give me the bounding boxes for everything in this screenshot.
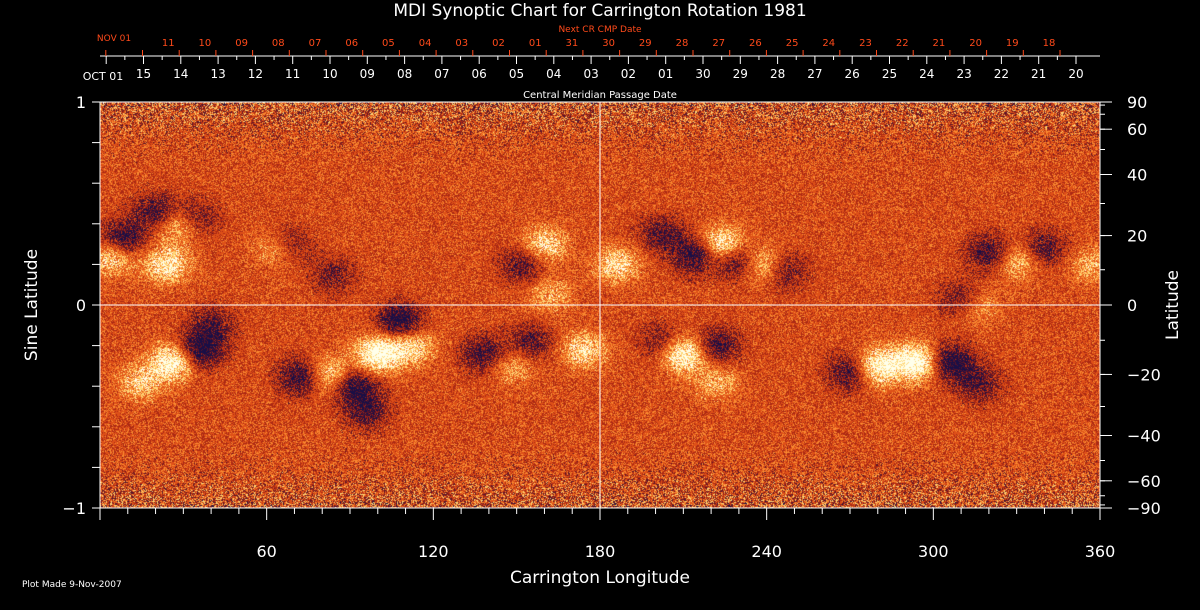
cmp-date-label: 05 — [509, 67, 524, 81]
next-cr-date-label: 08 — [272, 38, 285, 49]
next-cr-date-label: 02 — [492, 38, 505, 49]
y-left-tick-label: 1 — [76, 93, 86, 112]
cmp-date-label: 07 — [434, 67, 449, 81]
x-tick-label: 240 — [751, 542, 782, 561]
x-tick-label: 180 — [585, 542, 616, 561]
y-left-tick-label: −1 — [62, 499, 86, 518]
next-cr-date-label: 03 — [455, 38, 468, 49]
y-axis-label-right: Latitude — [1163, 270, 1183, 340]
cmp-date-label: 22 — [994, 67, 1009, 81]
plot-made-note: Plot Made 9-Nov-2007 — [22, 580, 122, 590]
cmp-date-label: 06 — [472, 67, 487, 81]
cmp-date-label: 30 — [695, 67, 710, 81]
next-cr-date-label: 25 — [786, 38, 799, 49]
x-tick-label: 300 — [918, 542, 949, 561]
next-cr-date-label: 20 — [969, 38, 982, 49]
next-cr-axis-label: Next CR CMP Date — [558, 25, 642, 35]
next-cr-date-label: 01 — [529, 38, 542, 49]
y-right-tick-label: 60 — [1127, 120, 1147, 139]
y-right-tick-label: −40 — [1127, 426, 1161, 445]
cmp-date-label: 24 — [919, 67, 934, 81]
next-cr-date-label: NOV 01 — [97, 34, 131, 44]
next-cr-date-label: 10 — [199, 38, 212, 49]
cmp-date-label: 14 — [173, 67, 188, 81]
cmp-date-label: 15 — [136, 67, 151, 81]
next-cr-date-label: 29 — [639, 38, 652, 49]
y-axis-label-left: Sine Latitude — [22, 249, 42, 361]
cmp-date-label: 29 — [733, 67, 748, 81]
cmp-date-label: 26 — [845, 67, 860, 81]
next-cr-date-label: 04 — [419, 38, 432, 49]
y-right-tick-label: −20 — [1127, 365, 1161, 384]
x-tick-label: 120 — [418, 542, 449, 561]
cmp-date-label: 02 — [621, 67, 636, 81]
next-cr-date-label: 28 — [676, 38, 689, 49]
cmp-date-label: 23 — [956, 67, 971, 81]
cmp-date-label: 08 — [397, 67, 412, 81]
cmp-date-label: 11 — [285, 67, 300, 81]
y-right-tick-label: −60 — [1127, 472, 1161, 491]
next-cr-date-label: 24 — [822, 38, 835, 49]
y-right-tick-label: 40 — [1127, 166, 1147, 185]
cmp-date-label: 28 — [770, 67, 785, 81]
cmp-axis-label: Central Meridian Passage Date — [523, 90, 677, 101]
y-right-tick-label: 90 — [1127, 93, 1147, 112]
next-cr-date-label: 11 — [162, 38, 175, 49]
cmp-date-label: 10 — [322, 67, 337, 81]
next-cr-date-label: 06 — [345, 38, 358, 49]
next-cr-date-label: 30 — [602, 38, 615, 49]
cmp-date-label: 13 — [210, 67, 225, 81]
y-right-tick-label: 0 — [1127, 296, 1137, 315]
next-cr-date-label: 23 — [859, 38, 872, 49]
next-cr-date-label: 07 — [309, 38, 322, 49]
next-cr-date-label: 26 — [749, 38, 762, 49]
cmp-date-label: 21 — [1031, 67, 1046, 81]
next-cr-date-label: 09 — [235, 38, 248, 49]
next-cr-date-label: 27 — [712, 38, 725, 49]
chart-title: MDI Synoptic Chart for Carrington Rotati… — [393, 1, 806, 21]
y-right-tick-label: −90 — [1127, 499, 1161, 518]
x-tick-label: 360 — [1085, 542, 1116, 561]
next-cr-date-label: 05 — [382, 38, 395, 49]
next-cr-date-label: 19 — [1006, 38, 1019, 49]
next-cr-date-label: 18 — [1043, 38, 1056, 49]
y-right-tick-label: 20 — [1127, 227, 1147, 246]
cmp-date-label: 09 — [360, 67, 375, 81]
cmp-date-label: 25 — [882, 67, 897, 81]
cmp-date-label: OCT 01 — [83, 70, 124, 83]
cmp-date-label: 12 — [248, 67, 263, 81]
cmp-date-label: 27 — [807, 67, 822, 81]
next-cr-date-label: 21 — [933, 38, 946, 49]
cmp-date-label: 01 — [658, 67, 673, 81]
cmp-date-label: 03 — [583, 67, 598, 81]
cmp-date-label: 20 — [1068, 67, 1083, 81]
x-tick-label: 60 — [256, 542, 276, 561]
next-cr-date-label: 31 — [566, 38, 579, 49]
cmp-date-label: 04 — [546, 67, 561, 81]
x-axis-label: Carrington Longitude — [510, 568, 690, 588]
next-cr-date-label: 22 — [896, 38, 909, 49]
y-left-tick-label: 0 — [76, 296, 86, 315]
